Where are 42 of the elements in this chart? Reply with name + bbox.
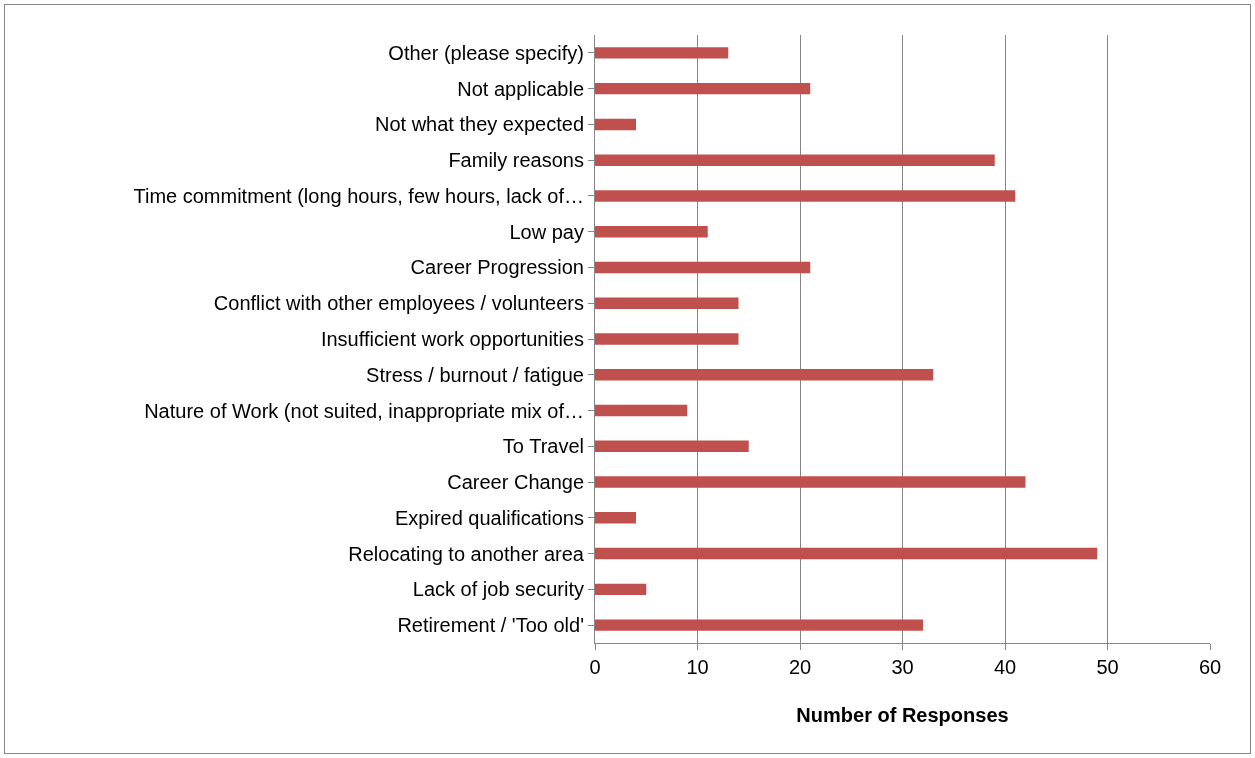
bar [595, 297, 739, 309]
x-tick-label: 20 [788, 656, 812, 678]
bar [595, 512, 636, 524]
bar [595, 47, 729, 59]
y-tick-label: Expired qualifications [395, 506, 584, 529]
bar [595, 547, 1098, 560]
y-tick-label: Not applicable [457, 77, 584, 100]
x-axis-title: Number of Responses [796, 703, 1009, 726]
y-tick-label: Nature of Work (not suited, inappropriate mix of… [144, 399, 584, 422]
bar [595, 619, 923, 631]
x-tick-label: 40 [993, 656, 1017, 678]
y-tick-label: Conflict with other employees / volunteers [213, 292, 584, 315]
bar [595, 154, 995, 166]
bar [595, 583, 647, 596]
bar [595, 476, 1026, 488]
x-tick-label: 60 [1198, 656, 1222, 678]
bar [595, 225, 708, 238]
y-tick-label: To Travel [502, 435, 584, 458]
y-tick-label: Family reasons [448, 149, 584, 172]
bar [595, 261, 811, 274]
x-tick-label: 10 [686, 656, 709, 678]
y-tick-label: Not what they expected [374, 113, 584, 136]
y-tick-label: Career Change [447, 471, 584, 494]
y-tick-label: Stress / burnout / fatigue [366, 363, 584, 386]
y-tick-label: Time commitment (long hours, few hours, lack of… [133, 184, 584, 207]
bar [595, 333, 739, 345]
y-tick-label: Low pay [509, 220, 584, 243]
bar [595, 440, 749, 453]
y-tick-label: Insufficient work opportunities [320, 328, 584, 350]
y-tick-label: Career Progression [410, 256, 584, 279]
x-tick-label: 50 [1096, 656, 1119, 678]
bar [595, 190, 1016, 202]
x-tick-label: 30 [891, 656, 914, 678]
bar [595, 369, 934, 381]
bar [595, 82, 811, 95]
y-tick-label: Relocating to another area [348, 542, 585, 565]
x-tick-label: 0 [589, 656, 601, 678]
y-tick-label: Lack of job security [412, 578, 584, 601]
bar [595, 118, 636, 131]
bar [595, 404, 688, 417]
y-tick-label: Other (please specify) [388, 41, 584, 64]
y-tick-label: Retirement / 'Too old' [397, 614, 584, 637]
